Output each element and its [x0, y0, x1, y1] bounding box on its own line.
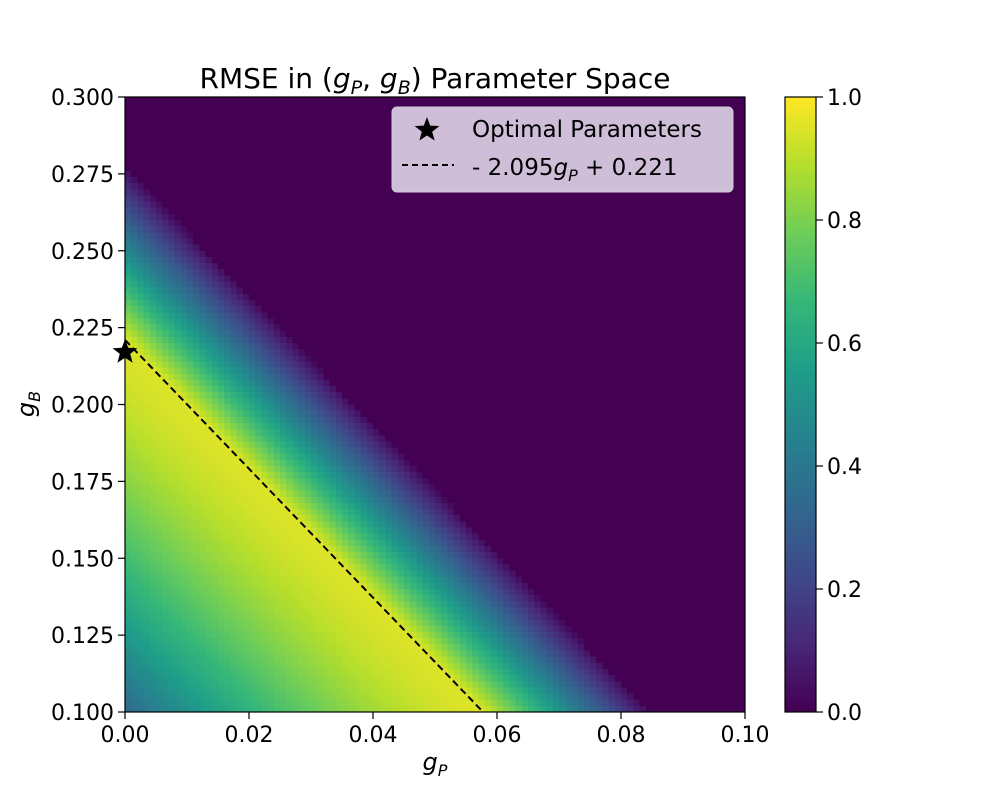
legend-label-optimal: Optimal Parameters	[472, 117, 702, 143]
colorbar-tick-label: 0.4	[827, 455, 862, 480]
heatmap-image	[125, 97, 745, 712]
colorbar-gradient	[785, 97, 816, 712]
y-tick-label: 0.125	[51, 624, 114, 649]
colorbar-axis: 0.0 0.2 0.4 0.6 0.8 1.0	[816, 86, 862, 726]
legend-star-icon	[414, 117, 440, 141]
y-tick-label: 0.200	[51, 394, 114, 419]
plot-overlay	[112, 339, 484, 713]
chart-title: RMSE in (gP, gB) Parameter Space	[200, 62, 671, 99]
x-tick-label: 0.08	[597, 723, 646, 748]
legend-box	[391, 106, 734, 193]
y-tick-label: 0.150	[51, 547, 114, 572]
legend-label-fit: - 2.095gP + 0.221	[472, 155, 677, 185]
y-axis-label: gB	[12, 391, 44, 417]
colorbar-tick-label: 0.2	[827, 578, 862, 603]
colorbar-tick-label: 0.6	[827, 332, 862, 357]
colorbar-tick-label: 0.0	[827, 701, 862, 726]
x-tick-label: 0.02	[225, 723, 274, 748]
y-tick-label: 0.100	[51, 701, 114, 726]
y-tick-label: 0.300	[51, 86, 114, 111]
x-tick-label: 0.04	[349, 723, 398, 748]
y-tick-label: 0.275	[51, 163, 114, 188]
y-tick-label: 0.250	[51, 240, 114, 265]
fit-line	[124, 339, 484, 713]
x-tick-label: 0.10	[721, 723, 770, 748]
legend: Optimal Parameters - 2.095gP + 0.221	[391, 106, 734, 193]
x-tick-label: 0.00	[101, 723, 150, 748]
colorbar-tick-label: 1.0	[827, 86, 862, 111]
y-axis: 0.100 0.125 0.150 0.175 0.200 0.225 0.250 0.275…	[51, 86, 125, 726]
colorbar-frame	[784, 96, 817, 713]
colorbar-tick-label: 0.8	[827, 209, 862, 234]
x-axis: 0.00 0.02 0.04 0.06 0.08 0.10	[101, 712, 770, 748]
x-axis-label: gP	[423, 748, 448, 780]
x-tick-label: 0.06	[473, 723, 522, 748]
y-tick-label: 0.225	[51, 317, 114, 342]
y-tick-label: 0.175	[51, 470, 114, 495]
